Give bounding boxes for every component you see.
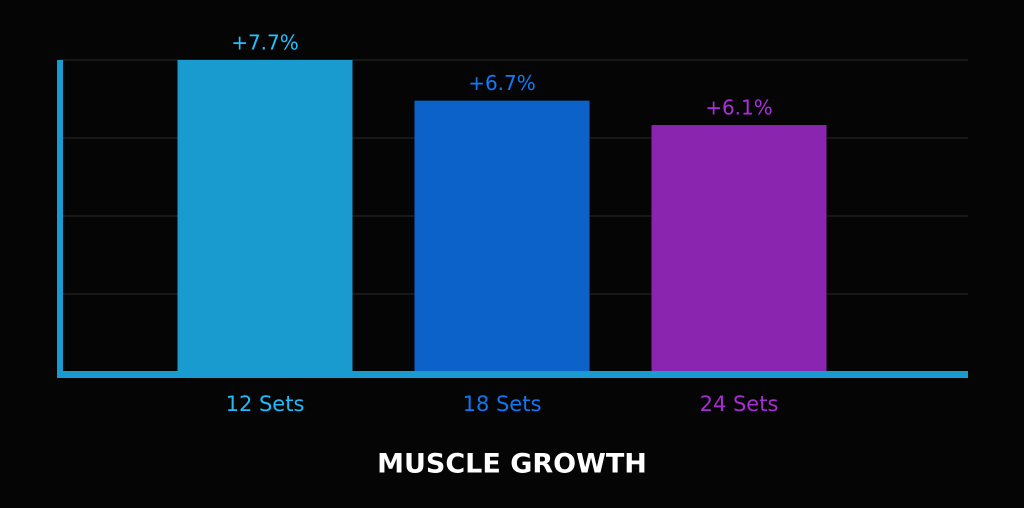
value-label: +7.7%: [231, 31, 299, 55]
value-label: +6.1%: [705, 96, 773, 120]
value-label: +6.7%: [468, 71, 536, 95]
x-axis: [57, 371, 968, 378]
x-tick-label: 24 Sets: [700, 392, 779, 416]
x-tick-label: 12 Sets: [226, 392, 305, 416]
y-axis: [57, 60, 63, 378]
chart-title: MUSCLE GROWTH: [377, 449, 647, 480]
bar: [414, 100, 590, 373]
x-tick-label: 18 Sets: [463, 392, 542, 416]
bar: [177, 60, 353, 373]
bar: [651, 125, 827, 373]
